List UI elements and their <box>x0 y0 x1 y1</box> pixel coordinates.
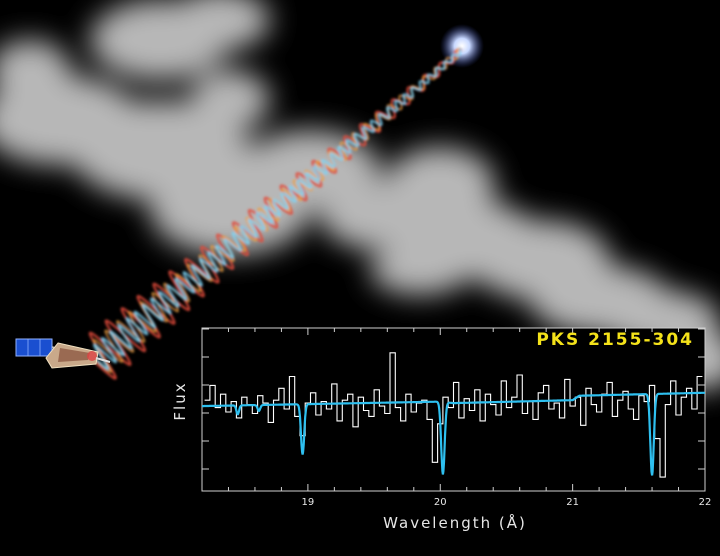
model-series-line <box>202 391 705 476</box>
blue-light-wave <box>85 47 462 371</box>
x-tick-label: 19 <box>302 497 315 508</box>
x-tick-label: 22 <box>699 497 712 508</box>
x-tick-label: 20 <box>434 497 447 508</box>
chart-title: PKS 2155-304 <box>536 330 694 350</box>
y-axis-label: Flux <box>171 381 189 421</box>
x-axis-label: Wavelength (Å) <box>383 514 527 532</box>
x-tick-label: 21 <box>566 497 579 508</box>
chandra-satellite-icon <box>15 338 111 369</box>
light-wave-beam <box>85 47 462 380</box>
spectrum-plot-area: 19 20 21 22 <box>201 328 712 508</box>
